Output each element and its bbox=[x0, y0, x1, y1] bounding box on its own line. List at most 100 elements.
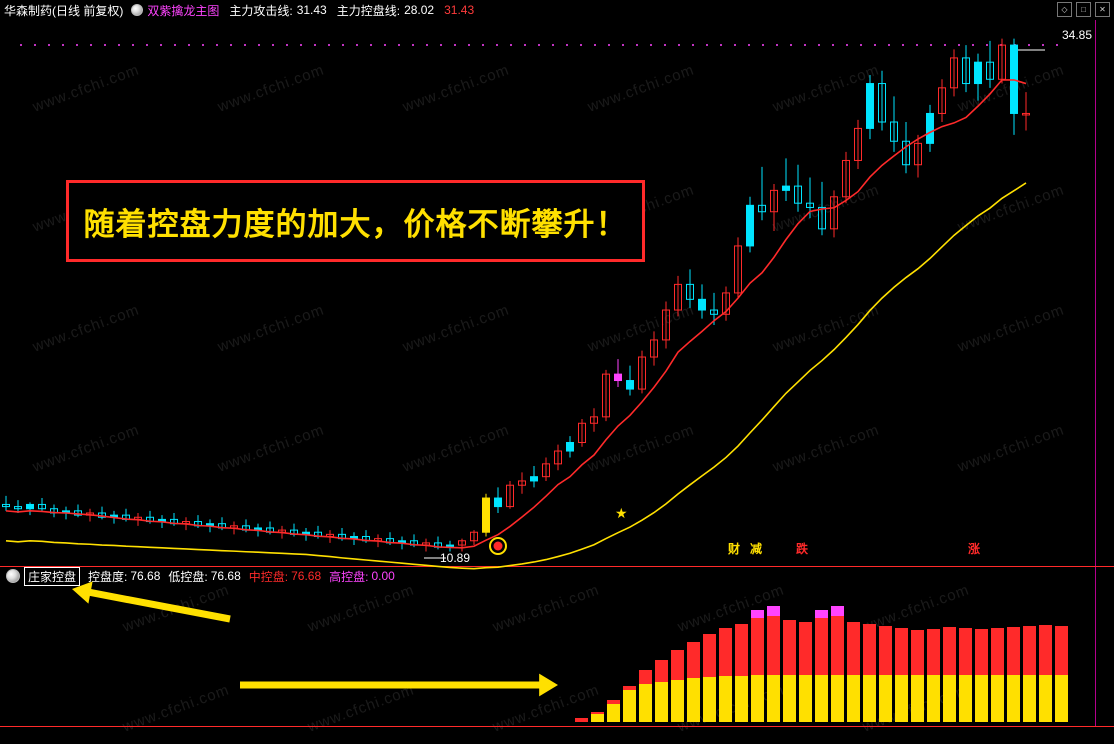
chart-footer-label: 涨 bbox=[968, 542, 981, 556]
chart-footer-label: 跌 bbox=[796, 542, 809, 556]
annotation-text: 随着控盘力度的加大，价格不断攀升！ bbox=[83, 206, 628, 243]
indicator-bar-magenta bbox=[831, 606, 844, 616]
candle bbox=[770, 183, 778, 231]
candle bbox=[218, 517, 226, 531]
indicator-bar-red bbox=[831, 616, 844, 722]
tick-dot bbox=[790, 44, 792, 46]
indicator-bar-yellow bbox=[623, 690, 636, 722]
indicator-bar-red bbox=[639, 670, 652, 722]
chart-footer-label: 减 bbox=[750, 542, 763, 556]
tick-dot bbox=[146, 44, 148, 46]
tick-dot bbox=[174, 44, 176, 46]
tick-dot bbox=[650, 44, 652, 46]
indicator-title: 庄家控盘 bbox=[24, 566, 81, 586]
candle bbox=[122, 508, 130, 522]
candle bbox=[98, 506, 106, 520]
tick-dot bbox=[216, 44, 218, 46]
indicator-bullet-icon bbox=[131, 4, 144, 16]
indicator-bar-red bbox=[847, 622, 860, 722]
tick-dot bbox=[664, 44, 666, 46]
candle bbox=[422, 538, 430, 552]
indicator-panel[interactable]: 庄家控盘 控盘度: 76.68 低控盘: 76.68 中控盘: 76.68 高控… bbox=[0, 566, 1114, 727]
candle bbox=[182, 517, 190, 531]
candle bbox=[758, 166, 766, 221]
indicator-field-0-value: 76.68 bbox=[130, 569, 161, 583]
buy-signal-marker-icon bbox=[489, 537, 507, 555]
tick-dot bbox=[468, 44, 470, 46]
indicator-bar-yellow bbox=[831, 675, 844, 722]
indicator-bar-red bbox=[719, 628, 732, 722]
indicator-bar-red bbox=[783, 620, 796, 722]
candle bbox=[926, 104, 934, 152]
indicator-bar-yellow bbox=[847, 675, 860, 722]
indicator-bar-yellow bbox=[687, 678, 700, 722]
candle bbox=[110, 510, 118, 524]
indicator-field-1-value: 76.68 bbox=[210, 569, 241, 583]
tick-dot bbox=[104, 44, 106, 46]
indicator-bar-yellow bbox=[911, 675, 924, 722]
candle bbox=[230, 521, 238, 535]
candle bbox=[878, 70, 886, 131]
indicator-bar-yellow bbox=[991, 675, 1004, 722]
candle bbox=[746, 196, 754, 253]
candle bbox=[830, 190, 838, 238]
candle bbox=[410, 534, 418, 548]
candle bbox=[26, 502, 34, 516]
tick-dot bbox=[818, 44, 820, 46]
candle bbox=[74, 504, 82, 518]
indicator-name[interactable]: 双紫擒龙主图 bbox=[147, 3, 220, 18]
tick-dot bbox=[678, 44, 680, 46]
indicator-bar-yellow bbox=[879, 675, 892, 722]
candle bbox=[518, 472, 526, 494]
indicator-bar-red bbox=[607, 700, 620, 722]
candle bbox=[938, 79, 946, 123]
candle bbox=[530, 465, 538, 488]
tick-dot bbox=[1014, 44, 1016, 46]
tick-dot bbox=[860, 44, 862, 46]
tick-dot bbox=[636, 44, 638, 46]
indicator-bar-yellow bbox=[959, 675, 972, 722]
candle bbox=[2, 495, 10, 511]
tick-dot bbox=[76, 44, 78, 46]
indicator-field-2-value: 76.68 bbox=[291, 569, 322, 583]
candle bbox=[686, 269, 694, 308]
window-controls[interactable]: ◇ □ ✕ bbox=[1057, 2, 1110, 17]
tick-dot bbox=[34, 44, 36, 46]
candle bbox=[134, 512, 142, 526]
tick-dot bbox=[20, 44, 22, 46]
candle bbox=[338, 527, 346, 541]
indicator-bar-yellow bbox=[735, 676, 748, 722]
candle bbox=[362, 530, 370, 543]
indicator-bar-red bbox=[991, 628, 1004, 722]
candle bbox=[806, 177, 814, 219]
indicator-bar-red bbox=[591, 712, 604, 722]
indicator-field-3-value: 0.00 bbox=[371, 569, 395, 583]
tick-dot bbox=[426, 44, 428, 46]
candle bbox=[794, 164, 802, 212]
indicator-bar-red bbox=[623, 686, 636, 722]
candle bbox=[470, 530, 478, 546]
legend-1-label: 主力控盘线: bbox=[336, 3, 401, 18]
main-price-chart[interactable]: ★ 34.85 10.89 随着控盘力度的加大，价格不断攀升！ 财减 跌 涨 bbox=[0, 20, 1114, 570]
candle bbox=[614, 359, 622, 387]
maximize-button[interactable]: □ bbox=[1076, 2, 1091, 17]
indicator-bar-yellow bbox=[607, 704, 620, 722]
close-button[interactable]: ✕ bbox=[1095, 2, 1110, 17]
restore-button[interactable]: ◇ bbox=[1057, 2, 1072, 17]
candle bbox=[206, 519, 214, 533]
candle bbox=[842, 151, 850, 204]
indicator-bar-red bbox=[1023, 626, 1036, 722]
tick-dot bbox=[776, 44, 778, 46]
indicator-bar-yellow bbox=[719, 676, 732, 722]
tick-dot bbox=[244, 44, 246, 46]
candle bbox=[314, 525, 322, 539]
tick-dot bbox=[48, 44, 50, 46]
tick-dot bbox=[538, 44, 540, 46]
indicator-bar-red bbox=[735, 624, 748, 722]
chart-footer-label: 财 bbox=[728, 542, 741, 556]
indicator-bar-yellow bbox=[943, 675, 956, 722]
candle bbox=[554, 444, 562, 471]
tick-dot bbox=[874, 44, 876, 46]
candle bbox=[578, 418, 586, 447]
